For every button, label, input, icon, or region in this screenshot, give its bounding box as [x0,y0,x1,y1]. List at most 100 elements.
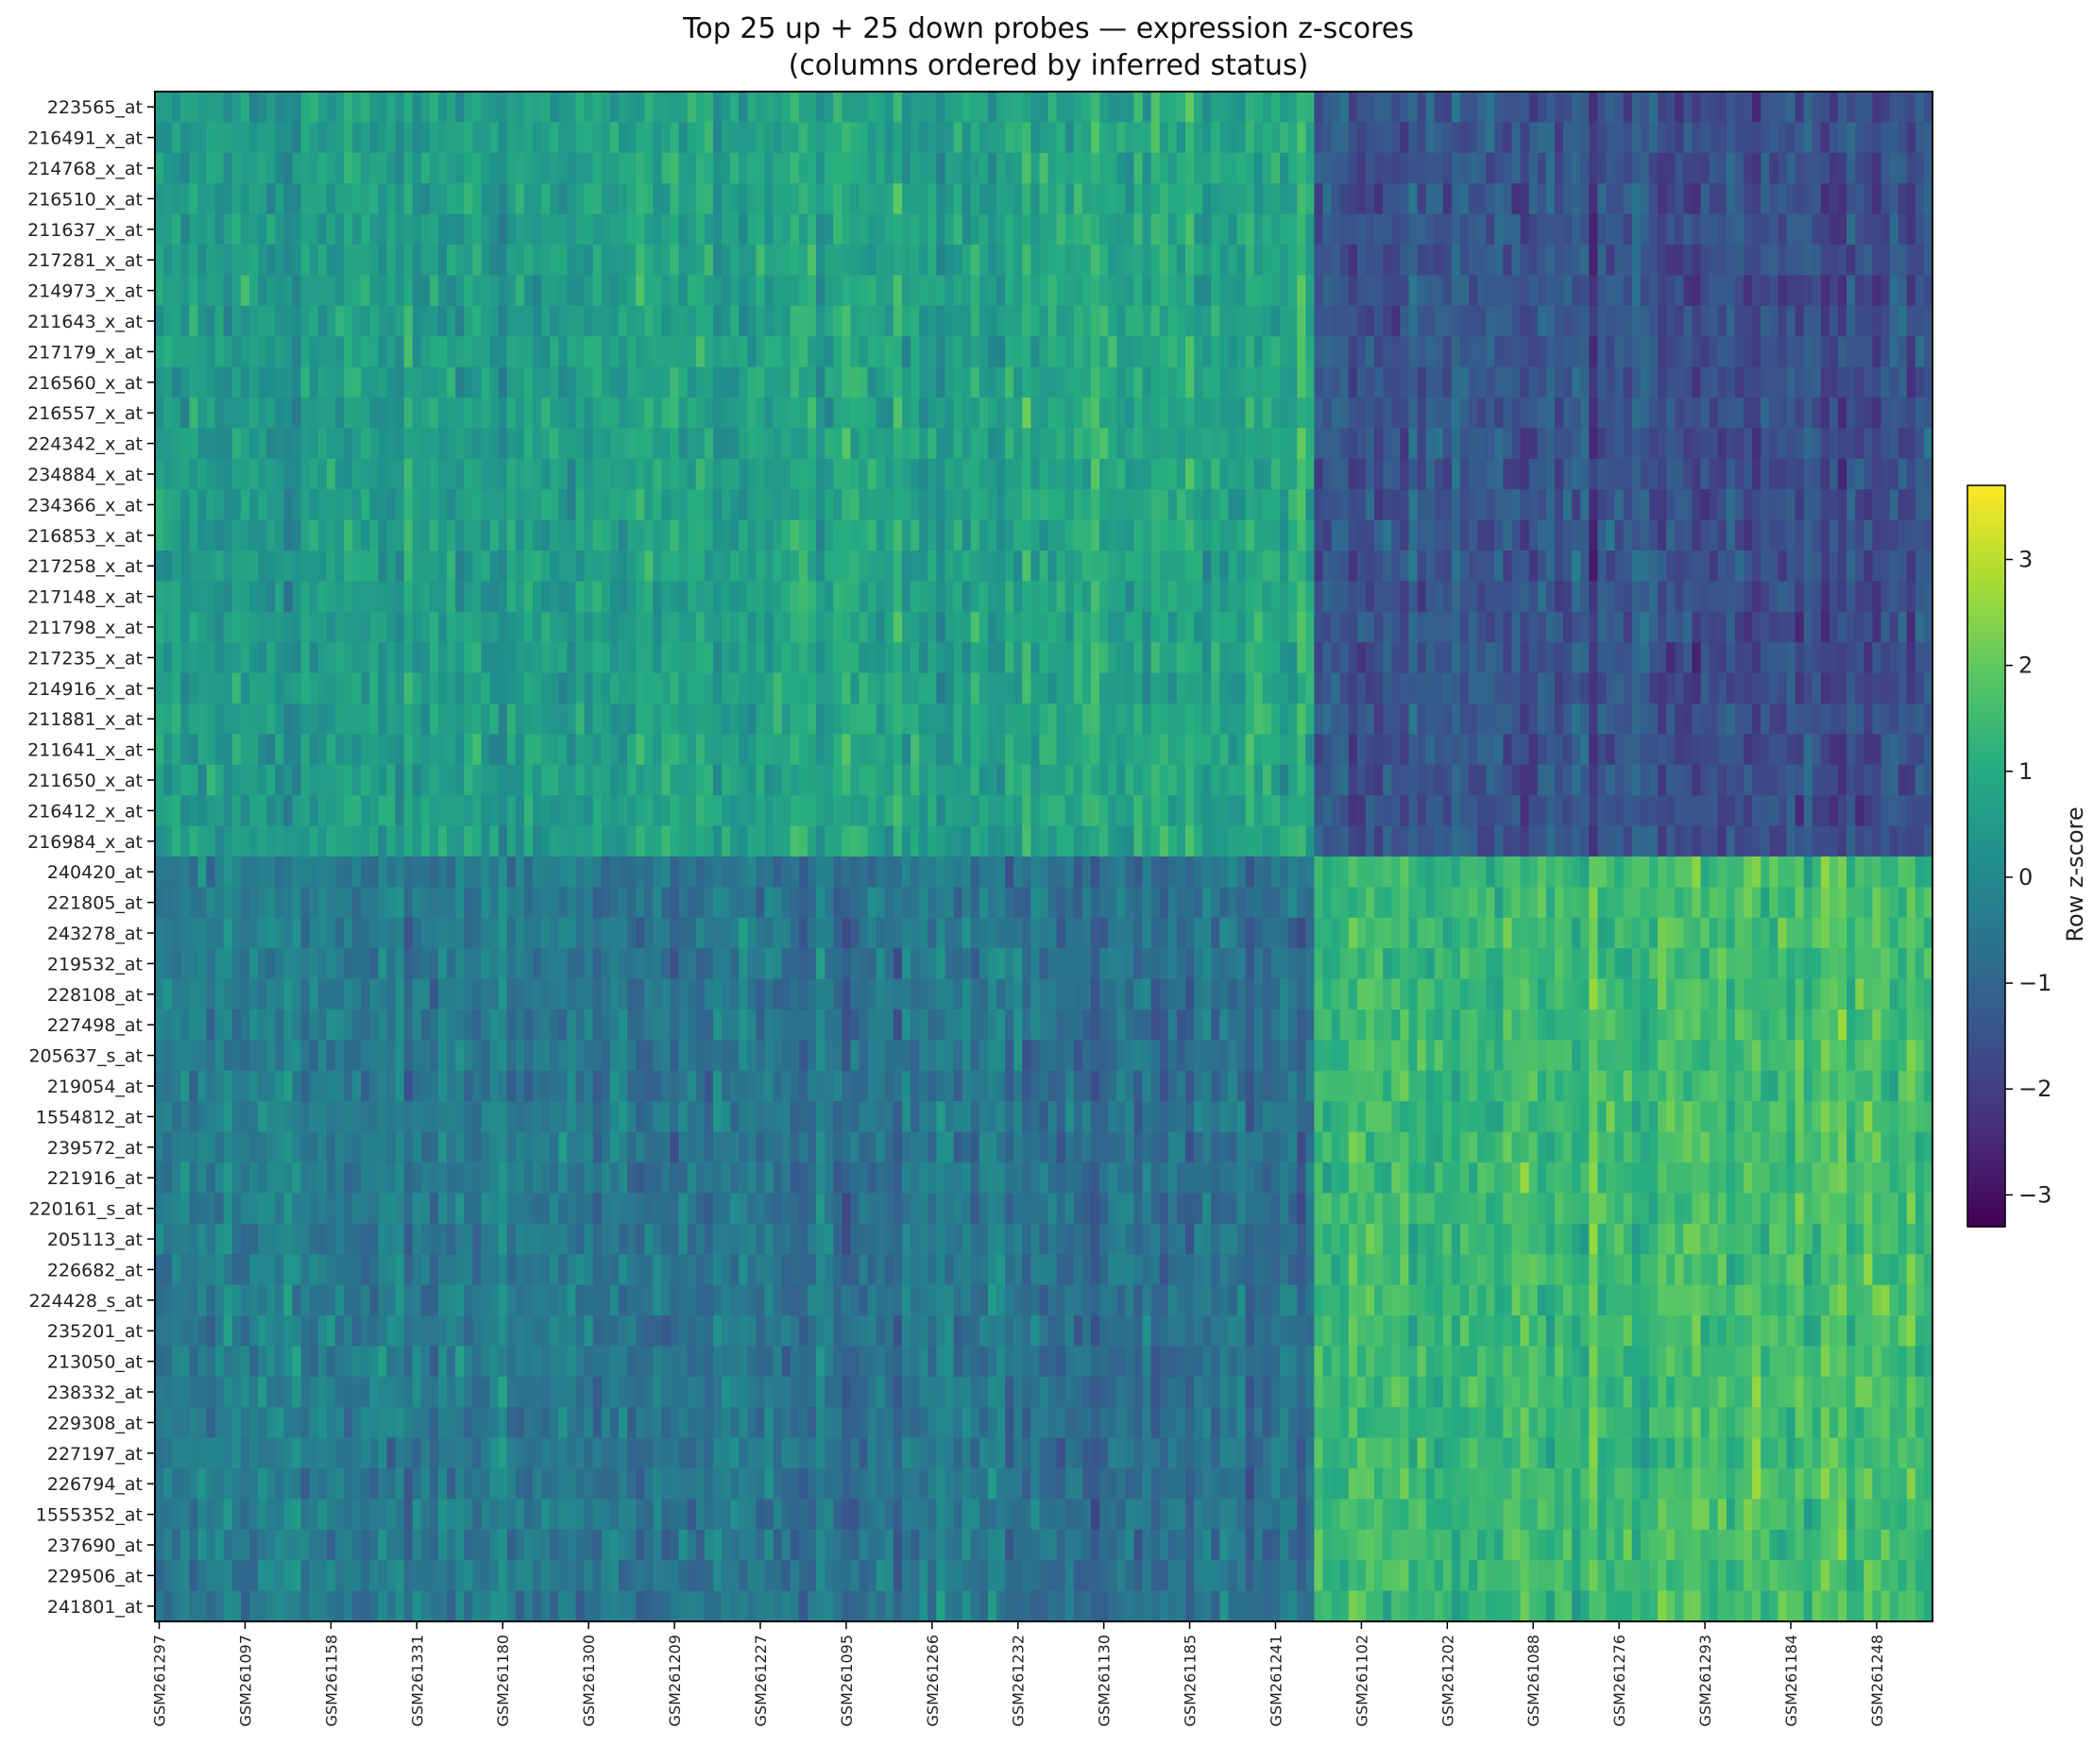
heatmap-cell [618,213,628,246]
heatmap-cell [1726,398,1736,429]
heatmap-cell [1176,795,1186,827]
heatmap-cell [945,551,955,582]
heatmap-cell [1417,611,1427,643]
heatmap-cell [1270,764,1281,796]
heatmap-cell [1623,366,1633,399]
heatmap-cell [1459,92,1470,123]
heatmap-cell [1348,519,1358,551]
heatmap-cell [438,92,448,123]
heatmap-cell [1081,642,1092,674]
heatmap-cell [928,122,937,154]
heatmap-cell [687,275,697,307]
heatmap-cell [1477,458,1487,490]
heatmap-cell [601,245,611,276]
heatmap-cell [798,489,809,521]
heatmap-cell [1872,581,1882,613]
heatmap-cell [1116,398,1126,429]
heatmap-cell [661,672,672,704]
heatmap-cell [1528,122,1539,154]
heatmap-cell [1597,642,1608,674]
heatmap-cell [807,183,817,215]
heatmap-cell [919,428,928,460]
heatmap-cell [867,795,877,827]
heatmap-cell [945,489,955,521]
heatmap-cell [206,551,216,582]
heatmap-cell [567,213,577,246]
heatmap-cell [1847,213,1856,246]
heatmap-cell [764,551,775,582]
heatmap-cell [1675,183,1684,215]
heatmap-cell [1270,122,1281,154]
heatmap-cell [592,245,603,276]
heatmap-cell [609,489,620,521]
heatmap-cell [533,305,542,337]
heatmap-cell [1047,795,1058,827]
heatmap-cell [1545,213,1556,246]
heatmap-cell [266,366,276,399]
heatmap-cell [1563,734,1573,766]
heatmap-cell [1537,458,1547,490]
heatmap-cell [1743,704,1753,735]
heatmap-cell [1073,764,1083,796]
heatmap-cell [953,275,963,307]
heatmap-cell [1245,213,1255,246]
heatmap-cell [1837,642,1847,674]
heatmap-cell [756,428,766,460]
heatmap-cell [438,764,448,796]
heatmap-cell [609,519,620,551]
heatmap-cell [1356,519,1367,551]
heatmap-cell [1769,213,1779,246]
heatmap-cell [842,305,852,337]
heatmap-cell [592,672,603,704]
heatmap-cell [317,489,328,521]
heatmap-cell [1039,245,1049,276]
heatmap-cell [567,734,577,766]
heatmap-cell [919,519,928,551]
heatmap-cell [1923,795,1933,827]
heatmap-cell [1374,611,1384,643]
heatmap-cell [1314,795,1324,827]
heatmap-cell [661,336,672,368]
heatmap-cell [670,611,680,643]
heatmap-cell [1906,305,1916,337]
heatmap-cell [1356,795,1367,827]
heatmap-cell [369,489,379,521]
heatmap-cell [1228,92,1238,123]
heatmap-cell [438,519,448,551]
heatmap-cell [1700,519,1711,551]
heatmap-cell [1194,642,1203,674]
heatmap-cell [798,672,809,704]
heatmap-cell [506,489,517,521]
heatmap-cell [1545,305,1556,337]
heatmap-cell [1133,581,1144,613]
heatmap-cell [1658,428,1667,460]
heatmap-cell [1761,489,1770,521]
heatmap-cell [163,551,173,582]
heatmap-cell [1005,519,1014,551]
heatmap-cell [1167,398,1178,429]
heatmap-cell [1228,795,1238,827]
heatmap-cell [1572,366,1581,399]
heatmap-cell [1167,795,1178,827]
heatmap-cell [489,305,500,337]
heatmap-cell [266,489,276,521]
heatmap-cell [1228,458,1238,490]
heatmap-cell [258,489,267,521]
heatmap-cell [1099,704,1109,735]
heatmap-cell [712,213,723,246]
heatmap-cell [722,428,731,460]
heatmap-cell [438,734,448,766]
heatmap-cell [1099,183,1109,215]
heatmap-cell [1459,734,1470,766]
heatmap-cell [292,428,302,460]
heatmap-cell [627,275,637,307]
heatmap-cell [1769,519,1779,551]
heatmap-cell [558,489,568,521]
heatmap-cell [1545,428,1556,460]
heatmap-cell [678,152,689,184]
heatmap-cell [429,519,439,551]
heatmap-cell [334,734,345,766]
heatmap-cell [987,795,997,827]
heatmap-cell [1194,122,1203,154]
heatmap-cell [722,764,731,796]
